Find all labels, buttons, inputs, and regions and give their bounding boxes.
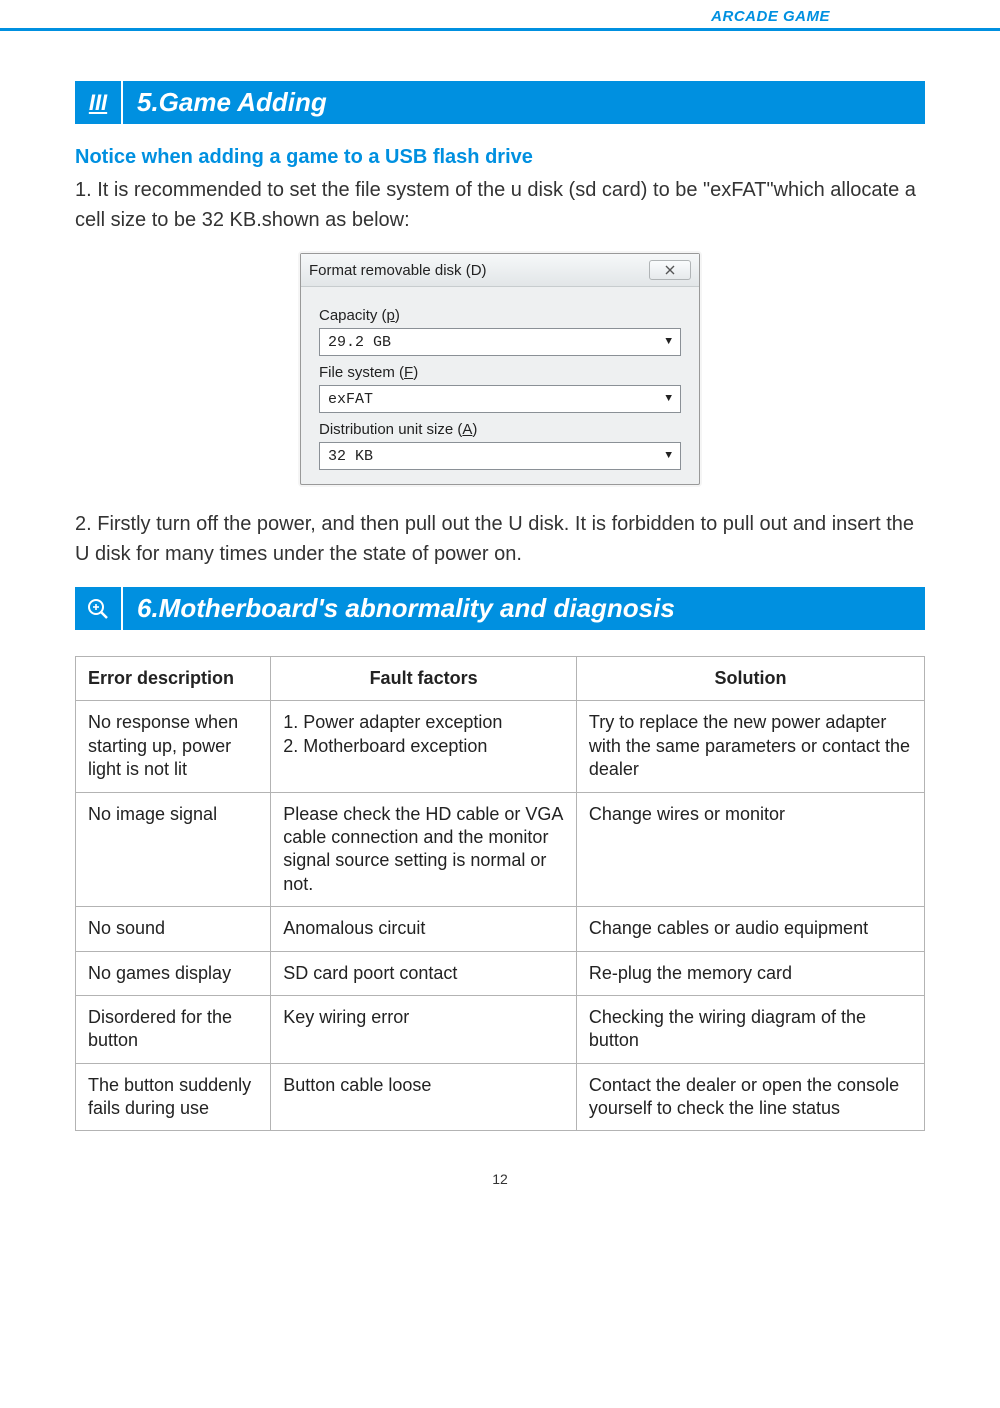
filesystem-label: File system (F) xyxy=(319,364,681,381)
dialog-body: Capacity (p) 29.2 GB ▼ File system (F) e… xyxy=(301,287,699,484)
cell-solution: Re-plug the memory card xyxy=(576,951,924,995)
chevron-down-icon: ▼ xyxy=(665,393,672,405)
chevron-down-icon: ▼ xyxy=(665,336,672,348)
cell-error: No response when starting up, power ligh… xyxy=(76,701,271,792)
table-row: No response when starting up, power ligh… xyxy=(76,701,925,792)
col-header-solution: Solution xyxy=(576,657,924,701)
cell-fault: Key wiring error xyxy=(271,995,577,1063)
table-header-row: Error description Fault factors Solution xyxy=(76,657,925,701)
cell-error: No image signal xyxy=(76,792,271,907)
cell-error: No sound xyxy=(76,907,271,951)
unitsize-select[interactable]: 32 KB ▼ xyxy=(319,442,681,470)
filesystem-value: exFAT xyxy=(328,391,373,408)
section5-subheading: Notice when adding a game to a USB flash… xyxy=(75,146,925,169)
chevron-down-icon: ▼ xyxy=(665,450,672,462)
section5-para1: 1. It is recommended to set the file sys… xyxy=(75,175,925,235)
section6-title-bar: 6.Motherboard's abnormality and diagnosi… xyxy=(75,587,925,630)
cell-fault: Please check the HD cable or VGA cable c… xyxy=(271,792,577,907)
col-header-fault: Fault factors xyxy=(271,657,577,701)
cell-fault: 1. Power adapter exception 2. Motherboar… xyxy=(271,701,577,792)
section5-para2: 2. Firstly turn off the power, and then … xyxy=(75,509,925,569)
diagnosis-table: Error description Fault factors Solution… xyxy=(75,656,925,1131)
close-icon xyxy=(664,264,676,276)
magnify-icon xyxy=(85,596,111,622)
page-header: ARCADE GAME xyxy=(0,0,1000,31)
col-header-error: Error description xyxy=(76,657,271,701)
table-row: No soundAnomalous circuitChange cables o… xyxy=(76,907,925,951)
cell-solution: Try to replace the new power adapter wit… xyxy=(576,701,924,792)
table-row: No games displaySD card poort contactRe-… xyxy=(76,951,925,995)
header-label: ARCADE GAME xyxy=(711,8,830,25)
header-rule xyxy=(0,28,1000,31)
section5-title-text: 5.Game Adding xyxy=(123,81,925,124)
table-row: Disordered for the buttonKey wiring erro… xyxy=(76,995,925,1063)
cell-solution: Checking the wiring diagram of the butto… xyxy=(576,995,924,1063)
table-row: No image signalPlease check the HD cable… xyxy=(76,792,925,907)
cell-fault: Anomalous circuit xyxy=(271,907,577,951)
section5-title-bar: III 5.Game Adding xyxy=(75,81,925,124)
format-dialog: Format removable disk (D) Capacity (p) 2… xyxy=(300,253,700,485)
cell-solution: Change cables or audio equipment xyxy=(576,907,924,951)
section5-marker-box: III xyxy=(75,81,123,124)
cell-error: No games display xyxy=(76,951,271,995)
page-number: 12 xyxy=(75,1171,925,1187)
format-dialog-wrap: Format removable disk (D) Capacity (p) 2… xyxy=(75,253,925,485)
cell-fault: Button cable loose xyxy=(271,1063,577,1131)
unitsize-label: Distribution unit size (A) xyxy=(319,421,681,438)
section6-icon-box xyxy=(75,587,123,630)
table-row: The button suddenly fails during useButt… xyxy=(76,1063,925,1131)
cell-error: The button suddenly fails during use xyxy=(76,1063,271,1131)
filesystem-select[interactable]: exFAT ▼ xyxy=(319,385,681,413)
capacity-select[interactable]: 29.2 GB ▼ xyxy=(319,328,681,356)
dialog-titlebar: Format removable disk (D) xyxy=(301,254,699,287)
page-content: III 5.Game Adding Notice when adding a g… xyxy=(0,31,1000,1207)
cell-error: Disordered for the button xyxy=(76,995,271,1063)
capacity-label: Capacity (p) xyxy=(319,307,681,324)
cell-fault: SD card poort contact xyxy=(271,951,577,995)
section5-marker: III xyxy=(89,90,107,116)
cell-solution: Change wires or monitor xyxy=(576,792,924,907)
unitsize-value: 32 KB xyxy=(328,448,373,465)
close-button[interactable] xyxy=(649,260,691,280)
dialog-title: Format removable disk (D) xyxy=(309,262,649,279)
cell-solution: Contact the dealer or open the console y… xyxy=(576,1063,924,1131)
section6-title-text: 6.Motherboard's abnormality and diagnosi… xyxy=(123,587,925,630)
capacity-value: 29.2 GB xyxy=(328,334,391,351)
